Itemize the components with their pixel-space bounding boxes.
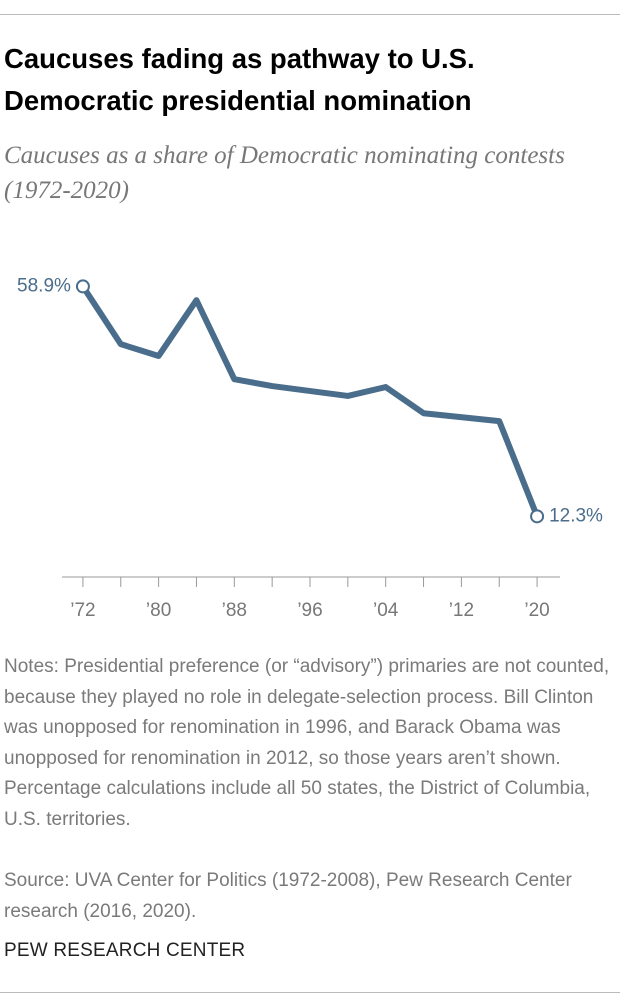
notes: Notes: Presidential preference (or “advi… <box>4 656 610 830</box>
chart: ’72 ’80 ’88 ’96 ’04 ’12 ’20 58.9% 12.3% <box>17 275 603 621</box>
bottom-rule <box>0 992 620 993</box>
footer: PEW RESEARCH CENTER <box>4 940 246 961</box>
chart-title: Caucuses fading as pathway to U.S. Democ… <box>4 43 475 116</box>
chart-subtitle: Caucuses as a share of Democratic nomina… <box>4 142 565 204</box>
x-tick-label: ’04 <box>373 600 399 621</box>
data-label: 58.9% <box>17 275 71 296</box>
x-tick-label: ’72 <box>70 600 95 621</box>
data-label: 12.3% <box>549 505 603 526</box>
x-tick-label: ’12 <box>449 600 474 621</box>
endpoint-marker <box>530 509 545 524</box>
x-tick-label: ’20 <box>524 600 549 621</box>
top-rule <box>0 14 620 15</box>
x-tick-label: ’80 <box>146 600 171 621</box>
x-tick-label: ’96 <box>297 600 322 621</box>
source: Source: UVA Center for Politics (1972-20… <box>4 870 572 922</box>
x-tick-label: ’88 <box>222 600 247 621</box>
line <box>79 283 541 520</box>
endpoint-marker <box>75 279 90 294</box>
